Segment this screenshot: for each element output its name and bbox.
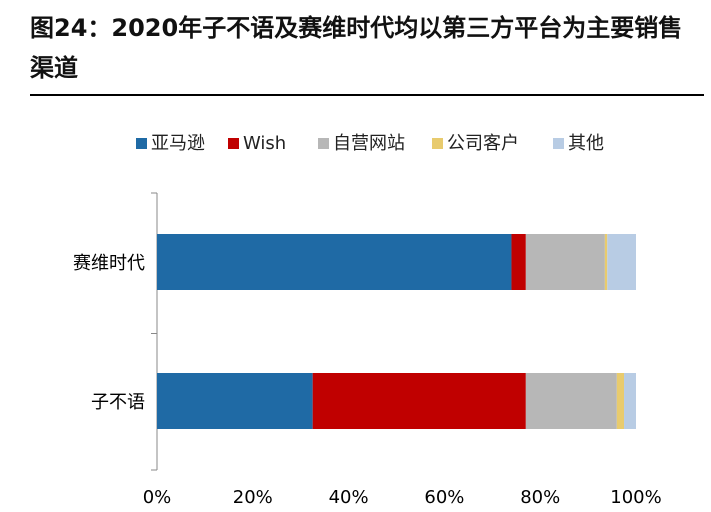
chart-bars [157, 234, 636, 429]
bar-segment [607, 234, 636, 290]
bar-segment [157, 234, 512, 290]
bar-segment [525, 373, 617, 429]
legend-label: Wish [243, 133, 286, 154]
legend-label: 其他 [568, 133, 604, 154]
legend-swatch [553, 138, 564, 149]
legend-label: 公司客户 [447, 133, 519, 154]
bar-segment [525, 234, 605, 290]
legend-item: 亚马逊 [136, 133, 205, 154]
bar-segment [604, 234, 608, 290]
legend-item: Wish [228, 133, 286, 154]
x-tick-label: 0% [143, 487, 172, 508]
x-tick-labels: 0% 20% 40% 60% 80% 100% [143, 487, 662, 508]
legend-label: 自营网站 [333, 133, 405, 154]
category-label: 子不语 [91, 392, 145, 413]
legend-item: 自营网站 [318, 133, 405, 154]
chart-legend: 亚马逊 Wish 自营网站 公司客户 其他 [136, 133, 604, 154]
x-tick-label: 20% [233, 487, 273, 508]
bar-group [157, 234, 636, 290]
legend-swatch [228, 138, 239, 149]
bar-segment [511, 234, 526, 290]
bar-segment [312, 373, 526, 429]
x-tick-label: 60% [424, 487, 464, 508]
figure-title-block: 图24：2020年子不语及赛维时代均以第三方平台为主要销售渠道 [30, 8, 690, 88]
legend-swatch [432, 138, 443, 149]
x-tick-label: 80% [520, 487, 560, 508]
x-tick-label: 100% [610, 487, 661, 508]
legend-item: 其他 [553, 133, 604, 154]
legend-item: 公司客户 [432, 133, 519, 154]
chart-axes [151, 192, 158, 471]
x-tick-label: 40% [329, 487, 369, 508]
legend-swatch [136, 138, 147, 149]
title-divider [30, 94, 704, 96]
bar-segment [616, 373, 625, 429]
figure-title: 图24：2020年子不语及赛维时代均以第三方平台为主要销售渠道 [30, 14, 683, 82]
bar-segment [157, 373, 313, 429]
bar-segment [624, 373, 636, 429]
legend-swatch [318, 138, 329, 149]
legend-label: 亚马逊 [151, 133, 205, 154]
bar-group [157, 373, 636, 429]
category-label: 赛维时代 [73, 253, 145, 274]
